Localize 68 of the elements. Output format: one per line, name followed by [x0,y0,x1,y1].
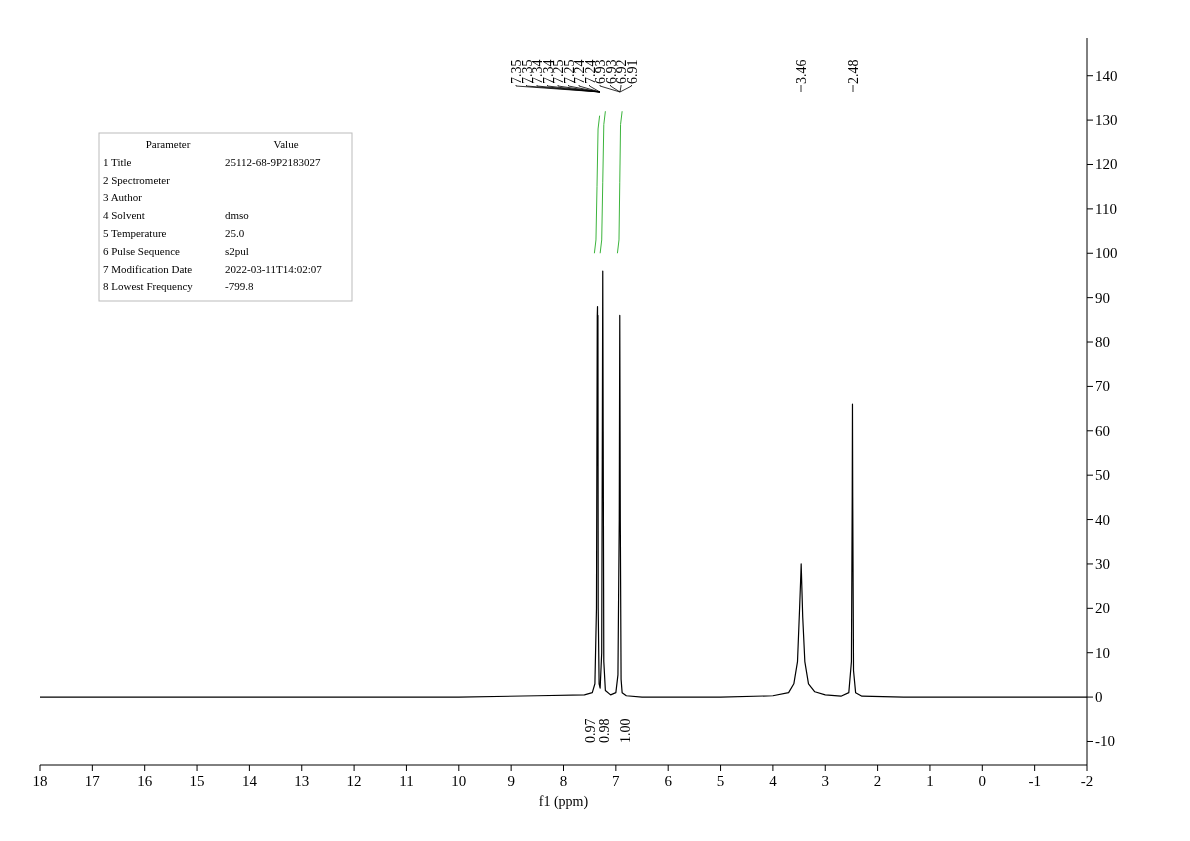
x-tick-label: 3 [821,773,829,789]
annotation: Value [273,138,299,150]
x-tick-label: -2 [1080,773,1094,789]
y-tick-label: 0 [1095,689,1103,706]
annotation: 6.92 [614,59,629,84]
y-tick-label: -10 [1095,733,1115,750]
annotation: 6.93 [593,59,608,84]
x-tick-label: 14 [241,773,258,789]
x-tick-label: 1 [926,773,934,789]
y-tick-label: 120 [1095,156,1118,173]
annotation: dmso [225,209,250,222]
y-tick-label: 60 [1095,422,1110,439]
y-tick-label: 10 [1095,644,1110,661]
x-tick-label: 17 [84,773,101,789]
y-tick-label: 90 [1095,289,1110,306]
annotation: 7.34 [530,59,545,84]
annotation: 8 Lowest Frequency [103,280,194,293]
x-tick-label: 15 [189,773,205,789]
y-tick-label: 40 [1095,511,1110,528]
y-tick-label: 100 [1095,245,1118,262]
x-tick-label: 16 [137,773,153,789]
x-tick-label: 4 [769,773,778,789]
annotation: 6 Pulse Sequence [103,244,181,257]
annotation: 2 Spectrometer [103,173,171,186]
annotation: s2pul [225,244,249,257]
x-tick-label: 18 [32,773,48,789]
annotation: 7.24 [572,59,587,84]
y-tick-label: 50 [1095,467,1110,484]
x-tick-label: 5 [716,773,725,789]
annotation: 7.35 [509,59,524,84]
annotation: 0.98 [597,718,612,743]
x-tick-label: 0 [978,773,987,789]
x-axis-title: f1 (ppm) [538,794,589,810]
x-tick-label: 10 [451,773,467,789]
annotation: 3.46 [794,59,809,84]
annotation: 2.48 [846,59,861,84]
y-tick-label: 140 [1095,67,1118,84]
annotation: -799.8 [225,280,254,293]
annotation: 7.25 [551,59,566,84]
line-series [616,110,623,254]
annotation: 1.00 [618,718,633,743]
annotation: 25.0 [225,227,245,239]
x-tick-label: -1 [1028,773,1041,789]
y-tick-label: 20 [1095,600,1110,617]
x-tick-label: 11 [399,773,414,789]
line-series [593,115,601,254]
x-tick-label: 9 [507,773,515,789]
y-tick-label: 70 [1095,378,1110,395]
annotation: 7 Modification Date [103,262,193,275]
annotation: 5 Temperature [103,227,167,239]
y-tick-label: 130 [1095,112,1118,129]
annotation: 2022-03-11T14:02:07 [225,262,323,275]
line-series [599,110,606,254]
x-tick-label: 13 [294,773,310,789]
x-tick-label: 8 [559,773,568,789]
annotation: 1 Title [103,155,132,168]
x-tick-label: 6 [664,773,673,789]
annotation: 0.97 [583,718,598,743]
y-tick-label: 30 [1095,555,1110,572]
annotation: 25112-68-9P2183027 [225,155,322,168]
y-tick-label: 110 [1095,200,1117,217]
x-tick-label: 12 [346,773,362,789]
x-tick-label: 2 [873,773,882,789]
x-tick-label: 7 [612,773,621,789]
annotation: Parameter [145,138,191,150]
annotation: 3 Author [103,191,143,204]
annotation: 4 Solvent [103,209,145,222]
y-tick-label: 80 [1095,334,1110,351]
